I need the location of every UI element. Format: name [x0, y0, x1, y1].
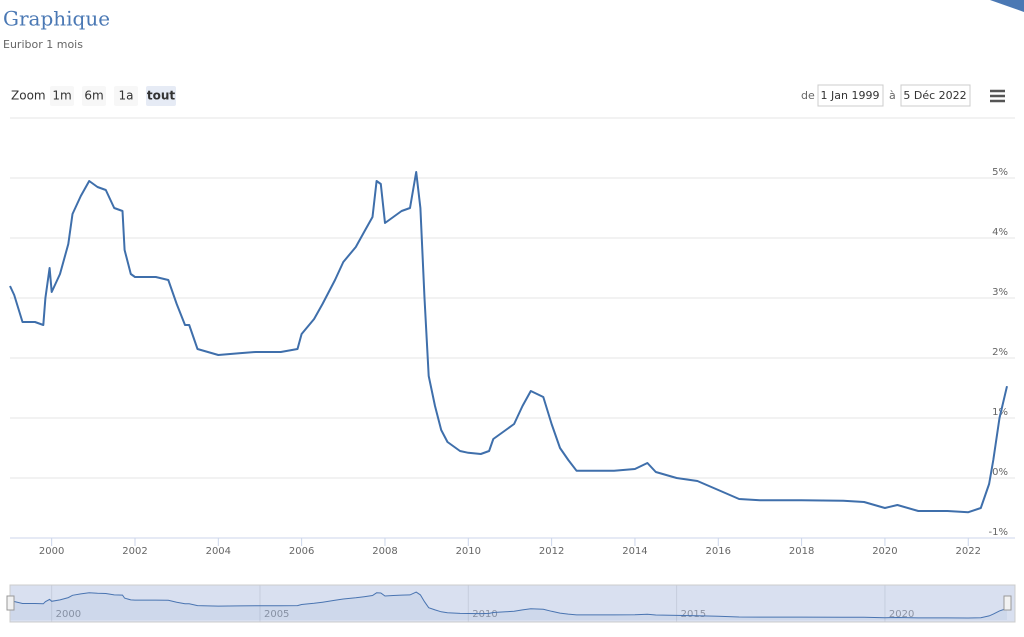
navigator-tick-label: 2015 [681, 609, 706, 620]
y-tick-label: 4% [992, 227, 1008, 238]
menu-button[interactable] [988, 88, 1006, 104]
chart-subtitle: Euribor 1 mois [3, 38, 83, 51]
range-button-label[interactable]: 6m [84, 89, 103, 103]
date-to-input[interactable] [900, 84, 971, 107]
navigator-tick-label: 2000 [56, 609, 81, 620]
x-tick-label: 2018 [789, 546, 814, 557]
range-button-label[interactable]: 1a [119, 89, 134, 103]
date-from-label: de [801, 89, 815, 102]
range-button-label[interactable]: 1m [52, 89, 71, 103]
navigator-tick-label: 2020 [889, 609, 914, 620]
x-tick-label: 2014 [622, 546, 647, 557]
navigator-frame [9, 584, 1016, 623]
date-from-input[interactable] [817, 84, 884, 107]
range-button[interactable] [146, 86, 176, 106]
x-tick-label: 2006 [289, 546, 314, 557]
x-tick-label: 2022 [956, 546, 981, 557]
x-tick-label: 2012 [539, 546, 564, 557]
zoom-label: Zoom [11, 89, 46, 103]
y-tick-label: 2% [992, 347, 1008, 358]
data-line [9, 171, 1008, 514]
date-to-label: à [889, 89, 896, 102]
x-tick-label: 2010 [456, 546, 481, 557]
date-to-value[interactable]: 5 Déc 2022 [903, 89, 966, 102]
navigator-area [10, 592, 1007, 620]
x-tick-label: 2020 [872, 546, 897, 557]
navigator-line [9, 591, 1008, 619]
chart-title: Graphique [3, 7, 110, 31]
navigator-mask [9, 584, 1016, 623]
x-tick-label: 2016 [706, 546, 731, 557]
range-button[interactable] [50, 86, 74, 106]
navigator-handle[interactable] [6, 595, 15, 611]
corner-decoration [990, 0, 1024, 12]
date-from-value[interactable]: 1 Jan 1999 [821, 89, 880, 102]
y-tick-label: -1% [989, 527, 1008, 538]
navigator-handle[interactable] [1003, 595, 1012, 611]
range-button[interactable] [114, 86, 138, 106]
range-button[interactable] [82, 86, 106, 106]
y-tick-label: 0% [992, 467, 1008, 478]
y-tick-label: 5% [992, 167, 1008, 178]
y-tick-label: 3% [992, 287, 1008, 298]
range-button-label[interactable]: tout [147, 89, 176, 103]
x-tick-label: 2002 [122, 546, 147, 557]
x-tick-label: 2008 [372, 546, 397, 557]
navigator-tick-label: 2010 [472, 609, 497, 620]
navigator-tick-label: 2005 [264, 609, 289, 620]
x-tick-label: 2000 [39, 546, 64, 557]
x-tick-label: 2004 [206, 546, 231, 557]
